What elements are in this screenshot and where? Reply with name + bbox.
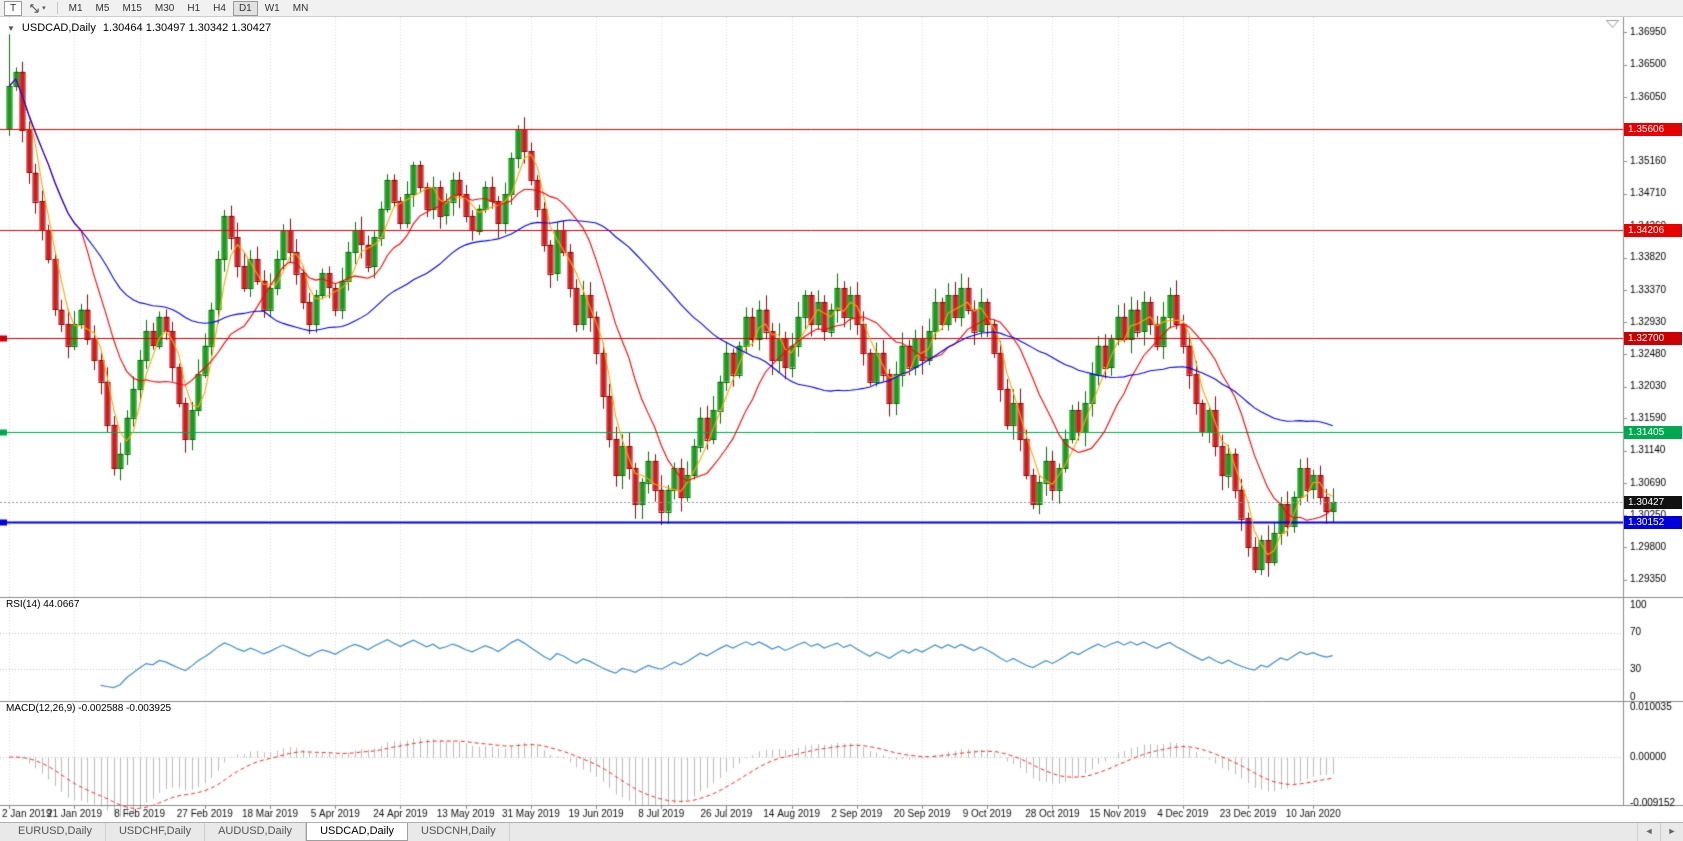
tab-eurusd[interactable]: EURUSD,Daily: [5, 823, 106, 841]
chevron-down-icon: ▾: [42, 5, 46, 12]
price-level-tag: 1.32700: [1624, 332, 1682, 345]
chart-symbol-label: USDCAD,Daily: [21, 22, 96, 34]
tab-scroll-arrows: ◄ ►: [1637, 823, 1683, 841]
cursor-tool-button[interactable]: ▾: [23, 1, 52, 16]
chart-tab-bar: EURUSD,Daily USDCHF,Daily AUDUSD,Daily USDC…: [0, 822, 1683, 841]
timeframe-m30-button[interactable]: M30: [149, 1, 180, 16]
rsi-value-label: 44.0667: [43, 599, 80, 610]
timeframe-h1-button[interactable]: H1: [181, 1, 206, 16]
timeframe-mn-button[interactable]: MN: [287, 1, 315, 16]
price-level-tag: 1.34206: [1624, 224, 1682, 237]
timeframe-m5-button[interactable]: M5: [90, 1, 116, 16]
chart-area: ▼ USDCAD,Daily 1.30464 1.30497 1.30342 1…: [0, 17, 1683, 822]
tab-usdcad[interactable]: USDCAD,Daily: [306, 823, 409, 841]
timeframe-h4-button[interactable]: H4: [207, 1, 232, 16]
chart-title: ▼ USDCAD,Daily 1.30464 1.30497 1.30342 1…: [7, 22, 271, 34]
price-level-tag: 1.35606: [1624, 123, 1682, 136]
timeframe-w1-button[interactable]: W1: [259, 1, 286, 16]
chart-tabs: EURUSD,Daily USDCHF,Daily AUDUSD,Daily USDC…: [5, 823, 510, 841]
text-tool-button[interactable]: T: [4, 0, 23, 16]
timeframe-m15-button[interactable]: M15: [116, 1, 147, 16]
price-level-tag: 1.31405: [1624, 426, 1682, 439]
toolbar: T ▾ M1 M5 M15 M30 H1 H4 D1 W1 MN: [0, 0, 1683, 17]
macd-name-label: MACD(12,26,9): [6, 703, 76, 714]
chart-ohlc-values: 1.30464 1.30497 1.30342 1.30427: [102, 22, 272, 34]
current-price-tag: 1.30427: [1624, 496, 1682, 509]
rsi-indicator-label: RSI(14) 44.0667: [6, 599, 79, 610]
tab-usdchf[interactable]: USDCHF,Daily: [106, 823, 206, 841]
timeframe-m1-button[interactable]: M1: [63, 1, 89, 16]
macd-values-label: -0.002588 -0.003925: [78, 703, 172, 714]
timeframe-group: M1 M5 M15 M30 H1 H4 D1 W1 MN: [63, 0, 315, 16]
toolbar-separator: [56, 2, 58, 14]
timeframe-d1-button[interactable]: D1: [232, 0, 258, 16]
collapse-chart-icon[interactable]: ▼: [7, 23, 15, 33]
macd-indicator-label: MACD(12,26,9) -0.002588 -0.003925: [6, 703, 171, 714]
tab-scroll-right-button[interactable]: ►: [1660, 823, 1683, 841]
price-level-tag: 1.30152: [1624, 516, 1682, 529]
price-chart-canvas[interactable]: [0, 17, 1683, 822]
cursor-tool-icon: [30, 3, 39, 13]
tab-audusd[interactable]: AUDUSD,Daily: [205, 823, 307, 841]
rsi-name-label: RSI(14): [6, 599, 41, 610]
tab-scroll-left-button[interactable]: ◄: [1637, 823, 1660, 841]
tab-usdcnh[interactable]: USDCNH,Daily: [408, 823, 510, 841]
